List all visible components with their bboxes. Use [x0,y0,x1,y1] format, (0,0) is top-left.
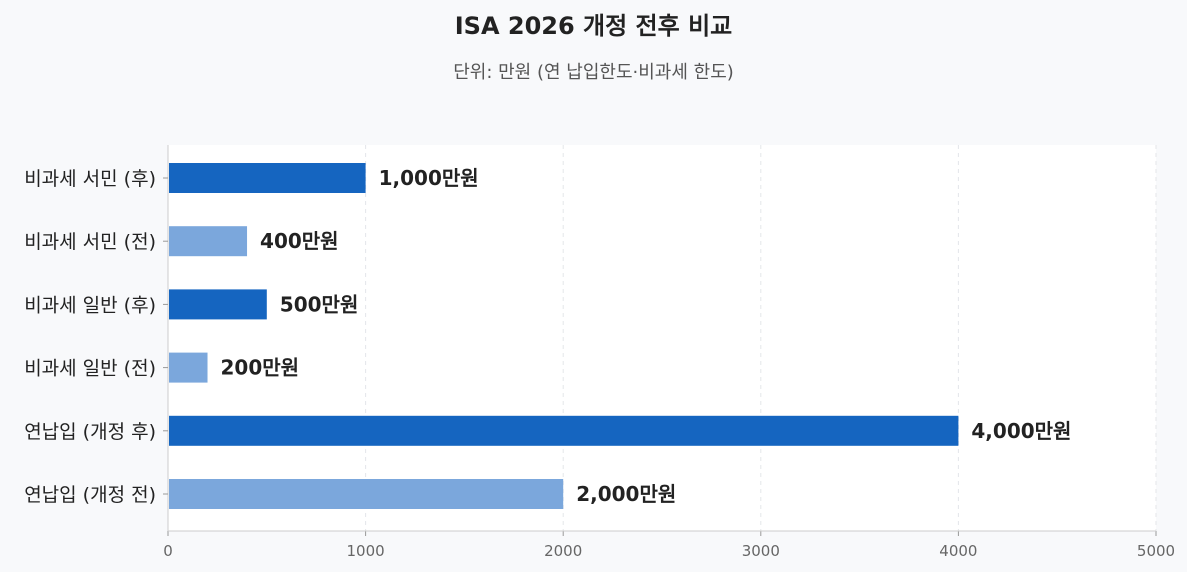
chart-subtitle: 단위: 만원 (연 납입한도·비과세 한도) [453,62,734,83]
plot-background [168,145,1156,531]
bar [169,415,959,446]
category-label: 비과세 일반 (전) [24,358,156,380]
data-label: 2,000만원 [576,482,676,506]
x-tick-label: 4000 [939,542,977,560]
data-label: 200만원 [221,356,300,380]
x-tick-label: 3000 [742,542,780,560]
bars [169,163,959,509]
x-tick-label: 0 [163,542,173,560]
category-label: 비과세 일반 (후) [24,294,156,316]
bar [169,289,267,320]
category-label: 연납입 (개정 후) [24,421,156,443]
category-label: 연납입 (개정 전) [24,484,156,506]
axes [163,145,1157,536]
bar [169,479,564,509]
category-label: 비과세 서민 (전) [24,231,156,253]
data-label: 4,000만원 [971,419,1071,443]
chart-title: ISA 2026 개정 전후 비교 [454,12,733,40]
category-label: 비과세 서민 (후) [24,168,156,190]
data-label: 400만원 [260,229,339,253]
grid-lines [365,145,1157,531]
x-tick-label: 1000 [347,542,385,560]
x-tick-label: 2000 [544,542,582,560]
x-tick-label: 5000 [1137,542,1175,560]
data-label: 1,000만원 [379,166,479,190]
bar [169,352,208,383]
bar [169,163,366,193]
labels: 0 1000 2000 3000 4000 5000 비과세 서민 (후) 1,000만원비과… [24,166,1175,560]
bar [169,226,248,257]
data-label: 500만원 [280,292,359,316]
